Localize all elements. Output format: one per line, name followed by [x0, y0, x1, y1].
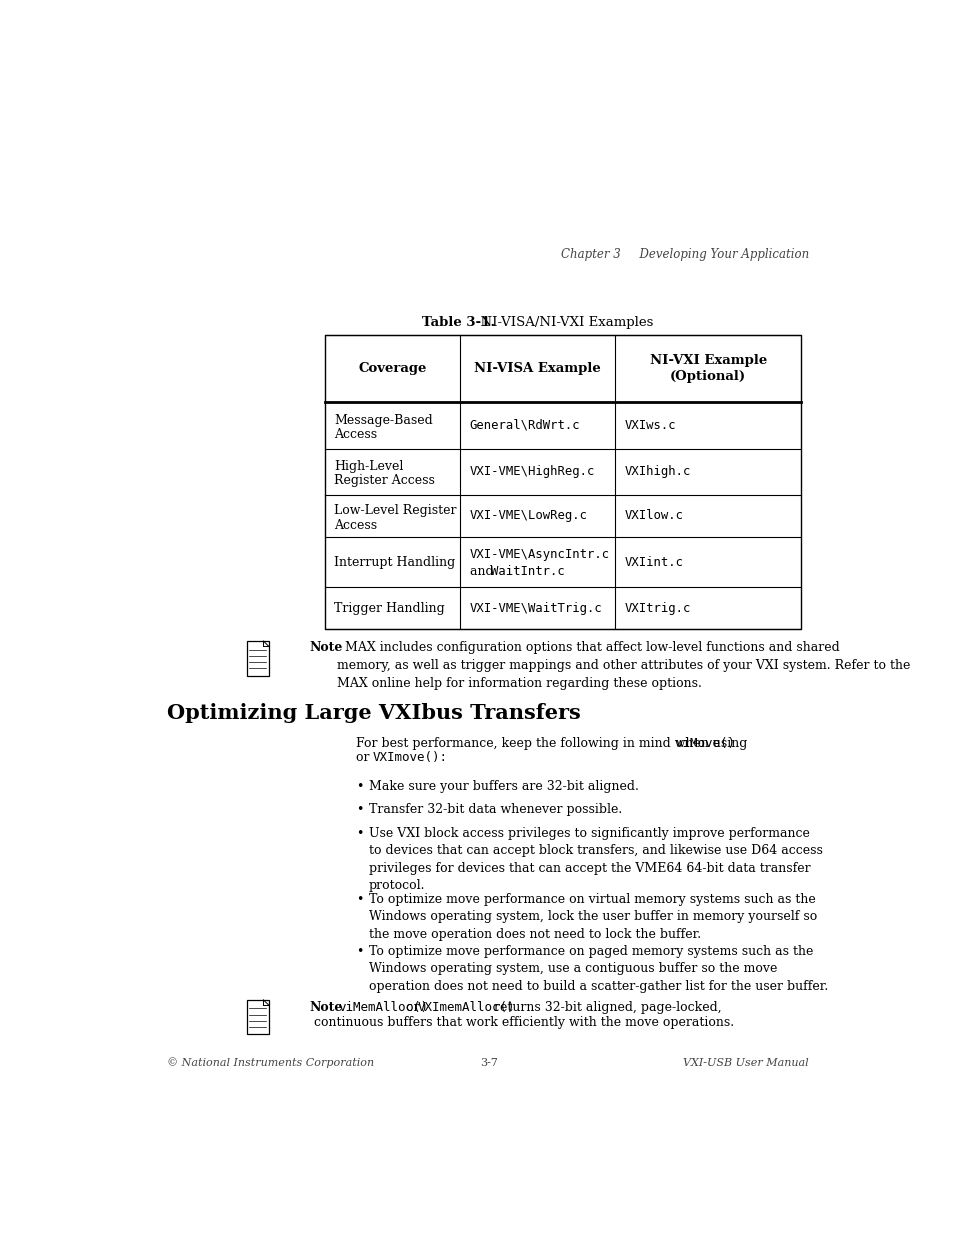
Text: viMove(): viMove()	[674, 737, 734, 750]
Text: NI-VXI Example: NI-VXI Example	[649, 354, 766, 367]
Text: •: •	[355, 779, 363, 793]
Text: © National Instruments Corporation: © National Instruments Corporation	[167, 1057, 374, 1068]
Text: (Optional): (Optional)	[670, 369, 745, 383]
Text: General\RdWrt.c: General\RdWrt.c	[469, 419, 579, 432]
Text: MAX includes configuration options that affect low-level functions and shared
me: MAX includes configuration options that …	[336, 641, 909, 690]
Text: Note: Note	[309, 641, 342, 655]
Text: WaitIntr.c: WaitIntr.c	[491, 564, 564, 578]
Text: •: •	[355, 826, 363, 840]
Text: Transfer 32-bit data whenever possible.: Transfer 32-bit data whenever possible.	[369, 803, 621, 816]
Text: High-Level: High-Level	[334, 459, 403, 473]
Text: 3-7: 3-7	[479, 1058, 497, 1068]
Text: Table 3-1.: Table 3-1.	[421, 316, 494, 329]
Text: For best performance, keep the following in mind when using: For best performance, keep the following…	[355, 737, 750, 750]
Text: VXI-VME\WaitTrig.c: VXI-VME\WaitTrig.c	[469, 601, 601, 615]
Text: returns 32-bit aligned, page-locked,: returns 32-bit aligned, page-locked,	[489, 1000, 720, 1014]
Text: VXI-USB User Manual: VXI-USB User Manual	[682, 1058, 808, 1068]
Text: Note: Note	[309, 1000, 342, 1014]
Text: To optimize move performance on virtual memory systems such as the
Windows opera: To optimize move performance on virtual …	[369, 893, 816, 941]
Text: viMemAlloc(): viMemAlloc()	[338, 1000, 428, 1014]
Text: Register Access: Register Access	[334, 474, 435, 488]
Bar	[247, 1000, 269, 1035]
Text: NI-VISA Example: NI-VISA Example	[474, 362, 600, 375]
Text: Access: Access	[334, 429, 376, 441]
Text: VXImove():: VXImove():	[373, 751, 447, 764]
Text: •: •	[355, 803, 363, 816]
Text: VXItrig.c: VXItrig.c	[624, 601, 690, 615]
Text: VXImemAlloc(): VXImemAlloc()	[417, 1000, 515, 1014]
Text: VXIint.c: VXIint.c	[624, 556, 683, 568]
Text: and: and	[469, 564, 497, 578]
Text: Coverage: Coverage	[358, 362, 426, 375]
Text: continuous buffers that work efficiently with the move operations.: continuous buffers that work efficiently…	[314, 1016, 733, 1029]
Text: Message-Based: Message-Based	[334, 414, 433, 426]
Text: NI-VISA/NI-VXI Examples: NI-VISA/NI-VXI Examples	[472, 316, 653, 329]
Text: Optimizing Large VXIbus Transfers: Optimizing Large VXIbus Transfers	[167, 703, 580, 722]
Text: or: or	[402, 1000, 423, 1014]
Text: VXIlow.c: VXIlow.c	[624, 509, 683, 522]
Text: Make sure your buffers are 32-bit aligned.: Make sure your buffers are 32-bit aligne…	[369, 779, 638, 793]
Text: Interrupt Handling: Interrupt Handling	[334, 556, 455, 568]
Text: •: •	[355, 893, 363, 905]
Bar	[324, 335, 801, 630]
Text: VXI-VME\LowReg.c: VXI-VME\LowReg.c	[469, 509, 587, 522]
Text: •: •	[355, 945, 363, 958]
Text: To optimize move performance on paged memory systems such as the
Windows operati: To optimize move performance on paged me…	[369, 945, 827, 993]
Text: or: or	[355, 751, 373, 764]
Text: VXIws.c: VXIws.c	[624, 419, 676, 432]
Bar	[247, 641, 269, 676]
Text: Access: Access	[334, 519, 376, 531]
Text: VXIhigh.c: VXIhigh.c	[624, 466, 690, 478]
Text: VXI-VME\AsyncIntr.c: VXI-VME\AsyncIntr.c	[469, 548, 609, 561]
Text: Use VXI block access privileges to significantly improve performance
to devices : Use VXI block access privileges to signi…	[369, 826, 821, 892]
Text: Trigger Handling: Trigger Handling	[334, 601, 444, 615]
Text: VXI-VME\HighReg.c: VXI-VME\HighReg.c	[469, 466, 595, 478]
Text: Chapter 3     Developing Your Application: Chapter 3 Developing Your Application	[560, 248, 808, 262]
Text: Low-Level Register: Low-Level Register	[334, 504, 456, 517]
